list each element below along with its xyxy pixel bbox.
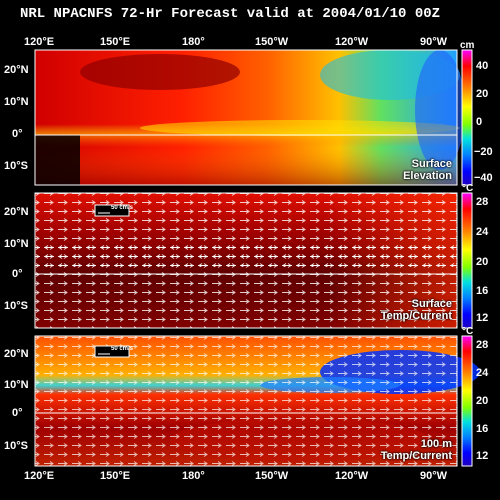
panel-frame	[34, 192, 458, 329]
lon-label: 90°W	[420, 470, 448, 482]
vector-scale-panel3	[94, 345, 130, 358]
vector-scale-panel2	[94, 204, 130, 217]
lat-label: 10°S	[4, 160, 28, 172]
lon-label: 90°W	[420, 36, 448, 48]
colorbar-tick: 24	[476, 367, 489, 379]
lon-label: 180°	[182, 470, 205, 482]
lon-label: 150°E	[100, 36, 131, 48]
colorbar-surface-temp	[461, 192, 473, 329]
current-vectors	[35, 336, 457, 466]
equator-lines	[35, 134, 457, 414]
colorbar-unit: cm	[460, 40, 475, 51]
colorbar-tick: 0	[476, 116, 483, 128]
panel-frame	[34, 335, 458, 467]
lat-label: 0°	[12, 268, 23, 280]
colorbar-tick: 28	[476, 339, 489, 351]
lat-label: 10°N	[4, 96, 29, 108]
lat-label: 20°N	[4, 348, 29, 360]
lon-label: 150°W	[255, 470, 289, 482]
lat-label: 20°N	[4, 206, 29, 218]
lat-label: 10°N	[4, 238, 29, 250]
panel-frame	[34, 49, 458, 186]
colorbar-100m-temp	[461, 335, 473, 467]
panel-surface-elevation	[34, 49, 465, 186]
lat-label: 10°S	[4, 440, 28, 452]
colorbar-unit: °C	[462, 326, 474, 337]
colorbar-tick: 12	[476, 450, 489, 462]
colorbar-tick: 28	[476, 196, 489, 208]
colorbar-tick: −40	[474, 172, 493, 184]
lon-label: 120°W	[335, 36, 369, 48]
lon-label: 120°E	[24, 470, 55, 482]
colorbar-tick: 20	[476, 395, 489, 407]
colorbar-elevation	[461, 49, 473, 186]
colorbar-tick: 16	[476, 285, 489, 297]
colorbar-tick: 12	[476, 312, 489, 324]
lon-label: 120°W	[335, 470, 369, 482]
lon-label: 180°	[182, 36, 205, 48]
colorbar-tick: 20	[476, 256, 489, 268]
colorbar-tick: 40	[476, 60, 489, 72]
colorbar-tick: 24	[476, 226, 489, 238]
figure-title: NRL NPACNFS 72-Hr Forecast valid at 2004…	[19, 6, 441, 22]
lat-label: 20°N	[4, 64, 29, 76]
lat-label: 0°	[12, 407, 23, 419]
vector-scale-label: 50 cm/s	[111, 346, 134, 352]
panel-label-100m: 100 m Temp/Current	[380, 438, 452, 462]
panel-label-elevation: Surface Elevation	[403, 158, 452, 182]
lon-label: 120°E	[24, 36, 55, 48]
colorbar-tick: 16	[476, 423, 489, 435]
lat-label: 10°N	[4, 379, 29, 391]
colorbar-unit: °C	[462, 183, 474, 194]
vector-scale-label: 50 cm/s	[111, 205, 134, 211]
lat-label: 10°S	[4, 300, 28, 312]
colorbar-tick: −20	[474, 146, 493, 158]
colorbar-tick: 20	[476, 88, 489, 100]
lon-label: 150°E	[100, 470, 131, 482]
panel-label-surface: Surface Temp/Current	[380, 298, 452, 322]
lon-label: 150°W	[255, 36, 289, 48]
panel-100m-temp-current	[34, 335, 480, 467]
lat-label: 0°	[12, 128, 23, 140]
land-mask	[35, 135, 80, 185]
